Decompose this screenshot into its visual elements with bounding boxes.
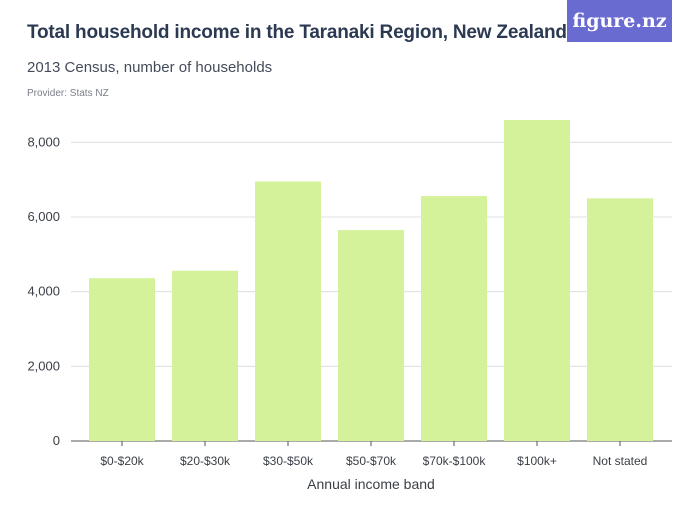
y-tick-label: 2,000 (27, 358, 60, 373)
y-axis-ticks: 0 2,000 4,000 6,000 8,000 (27, 134, 60, 448)
data-provider: Provider: Stats NZ (27, 88, 109, 99)
y-tick-label: 6,000 (27, 209, 60, 224)
chart-title: Total household income in the Taranaki R… (27, 22, 567, 43)
y-tick-label: 8,000 (27, 134, 60, 149)
figure-nz-logo[interactable]: figure.nz (567, 0, 672, 42)
bar[interactable] (172, 270, 238, 441)
x-axis-ticks: $0-$20k $20-$30k $30-$50k $50-$70k $70k-$100… (100, 441, 647, 468)
y-tick-label: 4,000 (27, 284, 60, 299)
bar[interactable] (587, 198, 653, 441)
x-tick-label: $50-$70k (346, 454, 397, 468)
x-tick-label: $100k+ (517, 454, 557, 468)
x-axis-title: Annual income band (307, 476, 435, 492)
y-tick-label: 0 (53, 433, 60, 448)
bars (89, 119, 653, 442)
bar[interactable] (504, 119, 570, 441)
x-tick-label: Not stated (593, 454, 648, 468)
bar[interactable] (421, 196, 487, 441)
bar[interactable] (338, 230, 404, 441)
x-tick-label: $20-$30k (180, 454, 231, 468)
bar[interactable] (89, 278, 155, 441)
chart-subtitle: 2013 Census, number of households (27, 59, 273, 76)
x-tick-label: $70k-$100k (423, 454, 487, 468)
x-tick-label: $0-$20k (100, 454, 144, 468)
x-tick-label: $30-$50k (263, 454, 314, 468)
bar[interactable] (255, 181, 321, 442)
